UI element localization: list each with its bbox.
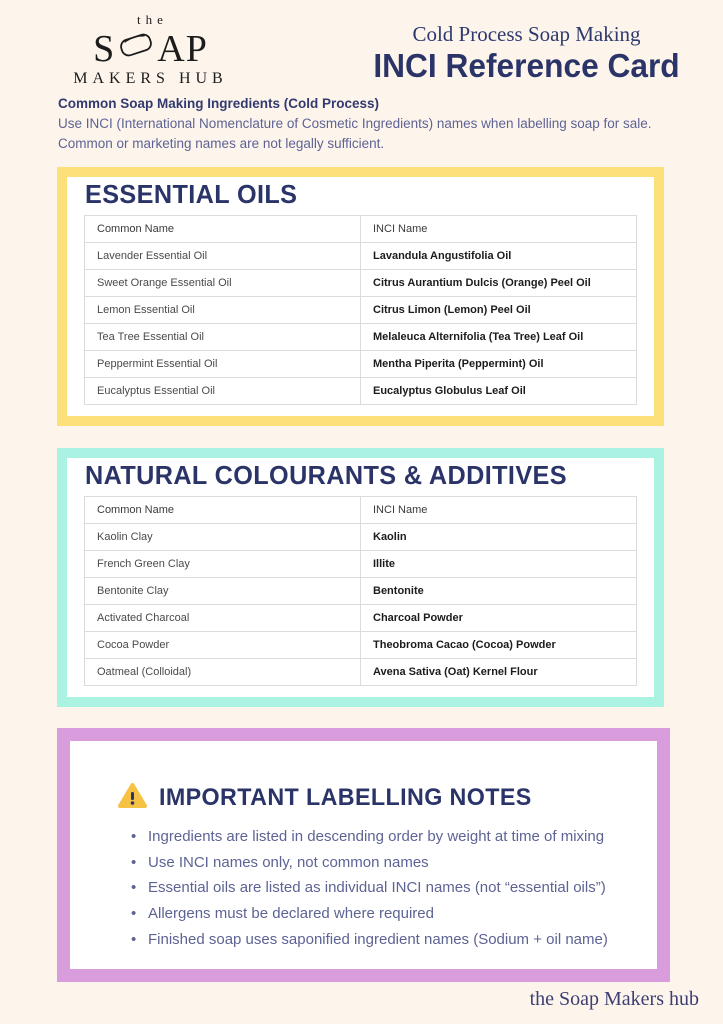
inci-name-cell: Bentonite xyxy=(360,576,637,605)
table-row: Lemon Essential Oil Citrus Limon (Lemon) … xyxy=(84,295,637,324)
natural-colourants-section: NATURAL COLOURANTS & ADDITIVES Common Na… xyxy=(57,447,664,707)
note-item: Essential oils are listed as individual … xyxy=(131,875,637,901)
table-header-row: Common Name INCI Name xyxy=(84,495,637,524)
table-row: Tea Tree Essential Oil Melaleuca Alternif… xyxy=(84,322,637,351)
intro-body-text: Use INCI (International Nomenclature of … xyxy=(58,116,652,152)
common-name-cell: Cocoa Powder xyxy=(84,630,361,659)
title-block: Cold Process Soap Making INCI Reference … xyxy=(354,12,699,88)
inci-name-cell: Citrus Limon (Lemon) Peel Oil xyxy=(360,295,637,324)
essential-oils-table: Common Name INCI Name Lavender Essential… xyxy=(84,214,637,405)
inci-name-cell: Eucalyptus Globulus Leaf Oil xyxy=(360,376,637,405)
common-name-cell: Activated Charcoal xyxy=(84,603,361,632)
natural-colourants-table: Common Name INCI Name Kaolin Clay Kaolin F… xyxy=(84,495,637,686)
notes-list: Ingredients are listed in descending ord… xyxy=(131,824,637,953)
note-item: Finished soap uses saponified ingredient… xyxy=(131,927,637,953)
intro-heading: Common Soap Making Ingredients (Cold Pro… xyxy=(58,96,380,111)
table-row: Oatmeal (Colloidal) Avena Sativa (Oat) Ke… xyxy=(84,657,637,686)
natural-colourants-title: NATURAL COLOURANTS & ADDITIVES xyxy=(85,459,567,490)
common-name-cell: French Green Clay xyxy=(84,549,361,578)
logo-letter-s: S xyxy=(93,27,116,70)
inci-name-cell: Mentha Piperita (Peppermint) Oil xyxy=(360,349,637,378)
warning-icon xyxy=(117,782,148,815)
common-name-cell: Oatmeal (Colloidal) xyxy=(84,657,361,686)
common-name-cell: Lemon Essential Oil xyxy=(84,295,361,324)
table-row: Sweet Orange Essential Oil Citrus Auranti… xyxy=(84,268,637,297)
inci-name-cell: Avena Sativa (Oat) Kernel Flour xyxy=(360,657,637,686)
inci-name-cell: Citrus Aurantium Dulcis (Orange) Peel Oi… xyxy=(360,268,637,297)
intro-section: Common Soap Making Ingredients (Cold Pro… xyxy=(58,96,665,155)
logo-line-the: the xyxy=(137,12,168,27)
common-name-cell: Kaolin Clay xyxy=(84,522,361,551)
logo-line-soap: S AP xyxy=(58,29,243,68)
essential-oils-section: ESSENTIAL OILS Common Name INCI Name Lav… xyxy=(57,166,664,426)
inci-name-cell: Melaleuca Alternifolia (Tea Tree) Leaf O… xyxy=(360,322,637,351)
footer-brand-text: the Soap Makers hub xyxy=(529,987,699,1010)
common-name-column-header: Common Name xyxy=(84,495,361,524)
notes-title: IMPORTANT LABELLING NOTES xyxy=(159,784,532,812)
document-title: INCI Reference Card xyxy=(373,47,680,84)
table-row: Lavender Essential Oil Lavandula Angustif… xyxy=(84,241,637,270)
inci-name-column-header: INCI Name xyxy=(360,495,637,524)
soap-makers-hub-logo: the S AP MAKERS HUB xyxy=(58,12,243,88)
inci-name-cell: Lavandula Angustifolia Oil xyxy=(360,241,637,270)
table-header-row: Common Name INCI Name xyxy=(84,214,637,243)
inci-name-cell: Theobroma Cacao (Cocoa) Powder xyxy=(360,630,637,659)
inci-name-cell: Charcoal Powder xyxy=(360,603,637,632)
note-item: Use INCI names only, not common names xyxy=(131,850,637,876)
notes-heading: IMPORTANT LABELLING NOTES xyxy=(117,782,637,815)
logo-letters-ap: AP xyxy=(157,27,208,70)
essential-oils-title: ESSENTIAL OILS xyxy=(85,178,298,209)
table-row: Bentonite Clay Bentonite xyxy=(84,576,637,605)
document-subtitle: Cold Process Soap Making xyxy=(412,22,641,46)
table-row: French Green Clay Illite xyxy=(84,549,637,578)
labelling-notes-section: IMPORTANT LABELLING NOTES Ingredients ar… xyxy=(57,727,670,982)
soap-bar-icon xyxy=(116,29,156,68)
inci-name-column-header: INCI Name xyxy=(360,214,637,243)
inci-name-cell: Kaolin xyxy=(360,522,637,551)
common-name-cell: Tea Tree Essential Oil xyxy=(84,322,361,351)
common-name-cell: Eucalyptus Essential Oil xyxy=(84,376,361,405)
table-row: Activated Charcoal Charcoal Powder xyxy=(84,603,637,632)
table-row: Cocoa Powder Theobroma Cacao (Cocoa) Powd… xyxy=(84,630,637,659)
common-name-cell: Lavender Essential Oil xyxy=(84,241,361,270)
common-name-column-header: Common Name xyxy=(84,214,361,243)
common-name-cell: Peppermint Essential Oil xyxy=(84,349,361,378)
common-name-cell: Bentonite Clay xyxy=(84,576,361,605)
note-item: Allergens must be declared where require… xyxy=(131,901,637,927)
note-item: Ingredients are listed in descending ord… xyxy=(131,824,637,850)
table-row: Peppermint Essential Oil Mentha Piperita … xyxy=(84,349,637,378)
table-row: Eucalyptus Essential Oil Eucalyptus Globu… xyxy=(84,376,637,405)
header: the S AP MAKERS HUB Cold Process Soap Ma… xyxy=(0,0,723,88)
logo-line-makers-hub: MAKERS HUB xyxy=(73,70,228,87)
common-name-cell: Sweet Orange Essential Oil xyxy=(84,268,361,297)
inci-name-cell: Illite xyxy=(360,549,637,578)
table-row: Kaolin Clay Kaolin xyxy=(84,522,637,551)
